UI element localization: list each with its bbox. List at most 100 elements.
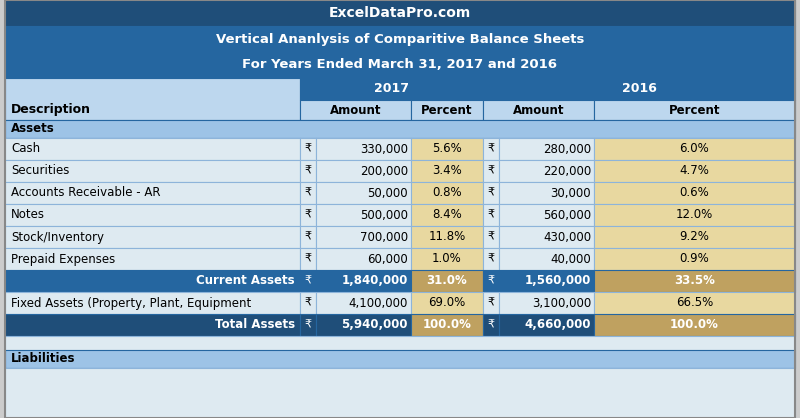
- Text: 40,000: 40,000: [550, 252, 591, 265]
- Bar: [411, 100, 483, 120]
- Bar: [483, 226, 499, 248]
- Text: 220,000: 220,000: [542, 165, 591, 178]
- Text: 31.0%: 31.0%: [426, 275, 467, 288]
- Text: 280,000: 280,000: [543, 143, 591, 155]
- Bar: [499, 226, 594, 248]
- Text: 0.9%: 0.9%: [680, 252, 710, 265]
- Bar: [5, 248, 300, 270]
- Text: Liabilities: Liabilities: [11, 352, 75, 365]
- Bar: [594, 292, 795, 314]
- Text: 6.0%: 6.0%: [680, 143, 710, 155]
- Text: ₹: ₹: [487, 210, 494, 220]
- Text: 69.0%: 69.0%: [428, 296, 466, 309]
- Text: 33.5%: 33.5%: [674, 275, 715, 288]
- Text: ₹: ₹: [487, 276, 494, 286]
- Text: 4.7%: 4.7%: [679, 165, 710, 178]
- Text: 30,000: 30,000: [550, 186, 591, 199]
- Text: 2016: 2016: [622, 82, 657, 95]
- Bar: [5, 292, 300, 314]
- Text: 100.0%: 100.0%: [670, 319, 719, 331]
- Bar: [300, 314, 316, 336]
- Text: Percent: Percent: [669, 104, 720, 117]
- Bar: [300, 100, 411, 120]
- Text: ₹: ₹: [487, 144, 494, 154]
- Text: 1.0%: 1.0%: [432, 252, 462, 265]
- Bar: [300, 204, 316, 226]
- Bar: [300, 226, 316, 248]
- Text: ₹: ₹: [487, 188, 494, 198]
- Bar: [483, 292, 499, 314]
- Text: 9.2%: 9.2%: [679, 230, 710, 244]
- Bar: [499, 204, 594, 226]
- Bar: [594, 270, 795, 292]
- Bar: [316, 138, 411, 160]
- Bar: [499, 138, 594, 160]
- Bar: [5, 160, 300, 182]
- Bar: [316, 248, 411, 270]
- Text: 0.6%: 0.6%: [680, 186, 710, 199]
- Text: 8.4%: 8.4%: [432, 209, 462, 222]
- Text: ₹: ₹: [305, 144, 311, 154]
- Bar: [594, 226, 795, 248]
- Bar: [411, 182, 483, 204]
- Text: ₹: ₹: [487, 320, 494, 330]
- Text: Notes: Notes: [11, 209, 45, 222]
- Bar: [483, 248, 499, 270]
- Bar: [483, 138, 499, 160]
- Bar: [5, 138, 300, 160]
- Text: Amount: Amount: [330, 104, 382, 117]
- Text: Description: Description: [11, 104, 91, 117]
- Text: 0.8%: 0.8%: [432, 186, 462, 199]
- Bar: [300, 78, 483, 100]
- Text: 200,000: 200,000: [360, 165, 408, 178]
- Text: 5.6%: 5.6%: [432, 143, 462, 155]
- Bar: [499, 314, 594, 336]
- Text: 1,840,000: 1,840,000: [342, 275, 408, 288]
- Text: Fixed Assets (Property, Plant, Equipment: Fixed Assets (Property, Plant, Equipment: [11, 296, 251, 309]
- Text: 500,000: 500,000: [360, 209, 408, 222]
- Text: ₹: ₹: [305, 254, 311, 264]
- Bar: [5, 204, 300, 226]
- Bar: [300, 138, 316, 160]
- Bar: [483, 270, 499, 292]
- Bar: [316, 204, 411, 226]
- Bar: [5, 226, 300, 248]
- Text: ₹: ₹: [487, 298, 494, 308]
- Text: 3.4%: 3.4%: [432, 165, 462, 178]
- Bar: [5, 120, 795, 138]
- Text: Current Assets: Current Assets: [196, 275, 295, 288]
- Bar: [5, 314, 300, 336]
- Bar: [5, 336, 795, 350]
- Bar: [5, 78, 300, 120]
- Text: Amount: Amount: [513, 104, 564, 117]
- Bar: [411, 314, 483, 336]
- Bar: [316, 182, 411, 204]
- Bar: [499, 270, 594, 292]
- Bar: [316, 270, 411, 292]
- Text: ₹: ₹: [305, 210, 311, 220]
- Bar: [300, 182, 316, 204]
- Text: 60,000: 60,000: [367, 252, 408, 265]
- Text: ₹: ₹: [305, 320, 311, 330]
- Bar: [300, 292, 316, 314]
- Bar: [316, 314, 411, 336]
- Bar: [499, 248, 594, 270]
- Text: 50,000: 50,000: [367, 186, 408, 199]
- Bar: [594, 248, 795, 270]
- Bar: [594, 204, 795, 226]
- Text: 12.0%: 12.0%: [676, 209, 713, 222]
- Text: Stock/Inventory: Stock/Inventory: [11, 230, 104, 244]
- Bar: [483, 204, 499, 226]
- Text: ₹: ₹: [305, 232, 311, 242]
- Bar: [5, 350, 795, 368]
- Bar: [5, 0, 795, 26]
- Text: 560,000: 560,000: [543, 209, 591, 222]
- Bar: [300, 248, 316, 270]
- Text: 430,000: 430,000: [543, 230, 591, 244]
- Bar: [5, 52, 795, 78]
- Text: 2017: 2017: [374, 82, 409, 95]
- Bar: [483, 182, 499, 204]
- Bar: [411, 270, 483, 292]
- Text: Cash: Cash: [11, 143, 40, 155]
- Bar: [411, 292, 483, 314]
